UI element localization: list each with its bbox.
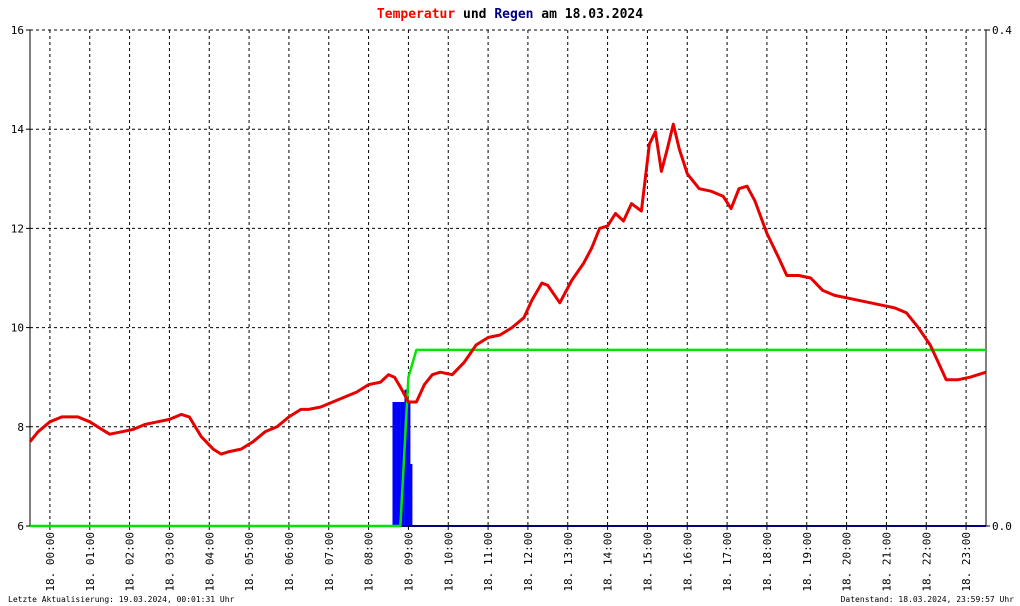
y-right-tick-label: 0.4 <box>992 24 1012 37</box>
x-tick-label: 18. 13:00 <box>562 532 575 592</box>
title-und: und <box>455 7 494 22</box>
y-axis-left-labels: 6 8 10 12 14 16 <box>11 24 25 533</box>
y-left-tick-label: 10 <box>11 322 24 335</box>
y-left-tick-label: 14 <box>11 123 25 136</box>
temperature-line <box>28 122 987 456</box>
x-tick-label: 18. 05:00 <box>243 532 256 592</box>
rain-bar <box>400 402 405 526</box>
x-tick-label: 18. 01:00 <box>84 532 97 592</box>
footer-left: Letzte Aktualisierung: 19.03.2024, 00:01… <box>8 595 235 604</box>
title-date: am 18.03.2024 <box>533 7 643 22</box>
title-temp: Temperatur <box>377 7 455 22</box>
y-left-tick-label: 12 <box>11 222 24 235</box>
y-left-tick-label: 6 <box>17 520 24 533</box>
rain-bar <box>396 402 401 526</box>
series <box>28 122 987 528</box>
x-tick-label: 18. 10:00 <box>442 532 455 592</box>
x-tick-label: 18. 06:00 <box>283 532 296 592</box>
x-tick-label: 18. 21:00 <box>880 532 893 592</box>
rain-sum-line <box>30 348 986 528</box>
x-tick-label: 18. 12:00 <box>522 532 535 592</box>
x-tick-label: 18. 14:00 <box>602 532 615 592</box>
x-axis-labels: 18. 00:00 18. 01:00 18. 02:00 18. 03:00 18. … <box>44 532 973 592</box>
chart-title: Temperatur und Regen am 18.03.2024 <box>377 7 643 22</box>
x-tick-label: 18. 03:00 <box>163 532 176 592</box>
y-axis-right-labels: 0.0 0.4 <box>992 24 1012 533</box>
rain-bars <box>392 389 413 526</box>
x-tick-label: 18. 11:00 <box>482 532 495 592</box>
x-tick-label: 18. 02:00 <box>124 532 137 592</box>
x-tick-label: 18. 23:00 <box>960 532 973 592</box>
x-tick-label: 18. 04:00 <box>203 532 216 592</box>
x-tick-label: 18. 00:00 <box>44 532 57 592</box>
x-tick-label: 18. 16:00 <box>681 532 694 592</box>
x-tick-label: 18. 22:00 <box>920 532 933 592</box>
y-left-tick-label: 16 <box>11 24 24 37</box>
rain-bar <box>392 402 397 526</box>
x-tick-label: 18. 08:00 <box>363 532 376 592</box>
footer-right: Datenstand: 18.03.2024, 23:59:57 Uhr <box>841 595 1015 604</box>
title-rain: Regen <box>494 7 533 22</box>
grid <box>30 29 986 526</box>
y-right-tick-label: 0.0 <box>992 520 1012 533</box>
y-left-tick-label: 8 <box>17 421 24 434</box>
x-tick-label: 18. 07:00 <box>323 532 336 592</box>
x-tick-label: 18. 19:00 <box>801 532 814 592</box>
x-tick-label: 18. 15:00 <box>641 532 654 592</box>
x-tick-label: 18. 18:00 <box>761 532 774 592</box>
x-tick-label: 18. 09:00 <box>402 532 415 592</box>
rain-bar <box>408 464 413 526</box>
x-tick-label: 18. 17:00 <box>721 532 734 592</box>
axes <box>26 29 990 530</box>
x-tick-label: 18. 20:00 <box>841 532 854 592</box>
